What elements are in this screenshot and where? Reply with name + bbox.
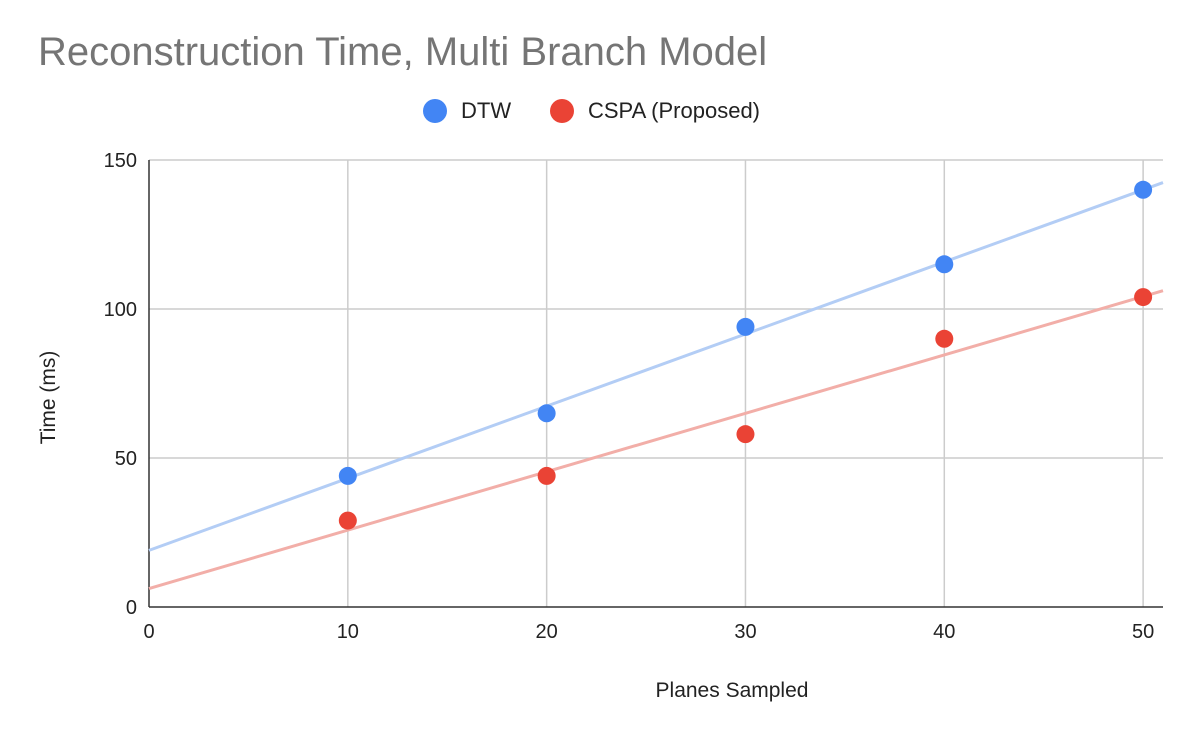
legend-label-cspa: CSPA (Proposed)	[588, 98, 761, 123]
data-point-series-1-2	[736, 425, 755, 444]
y-tick-label-150: 150	[104, 150, 137, 172]
legend-label-dtw: DTW	[461, 98, 512, 123]
legend-marker-dtw	[423, 99, 447, 123]
data-point-series-0-2	[736, 317, 755, 336]
x-tick-label-50: 50	[1132, 621, 1154, 643]
y-tick-label-0: 0	[126, 597, 137, 619]
trendline-series-1	[148, 289, 1164, 590]
x-tick-label-40: 40	[933, 621, 955, 643]
y-tick-label-100: 100	[104, 299, 137, 321]
y-tick-label-50: 50	[115, 448, 137, 470]
x-tick-label-10: 10	[337, 621, 359, 643]
data-point-series-1-3	[935, 329, 954, 348]
x-tick-label-20: 20	[536, 621, 558, 643]
data-point-series-0-3	[935, 255, 954, 274]
legend-item-cspa[interactable]: CSPA (Proposed)	[550, 96, 760, 126]
data-point-series-1-0	[338, 511, 357, 530]
data-point-series-0-4	[1134, 180, 1153, 199]
data-point-series-0-1	[537, 404, 556, 423]
legend-item-dtw[interactable]: DTW	[423, 96, 511, 126]
trendline-series-0	[148, 181, 1164, 552]
x-axis-title: Planes Sampled	[656, 679, 809, 702]
x-tick-label-0: 0	[143, 621, 154, 643]
data-point-series-0-0	[338, 466, 357, 485]
legend: DTW CSPA (Proposed)	[0, 96, 1198, 126]
x-tick-label-30: 30	[734, 621, 756, 643]
chart-title: Reconstruction Time, Multi Branch Model	[38, 30, 768, 74]
y-axis-title: Time (ms)	[37, 351, 60, 445]
data-point-series-1-1	[537, 466, 556, 485]
data-point-series-1-4	[1134, 288, 1153, 307]
legend-marker-cspa	[550, 99, 574, 123]
